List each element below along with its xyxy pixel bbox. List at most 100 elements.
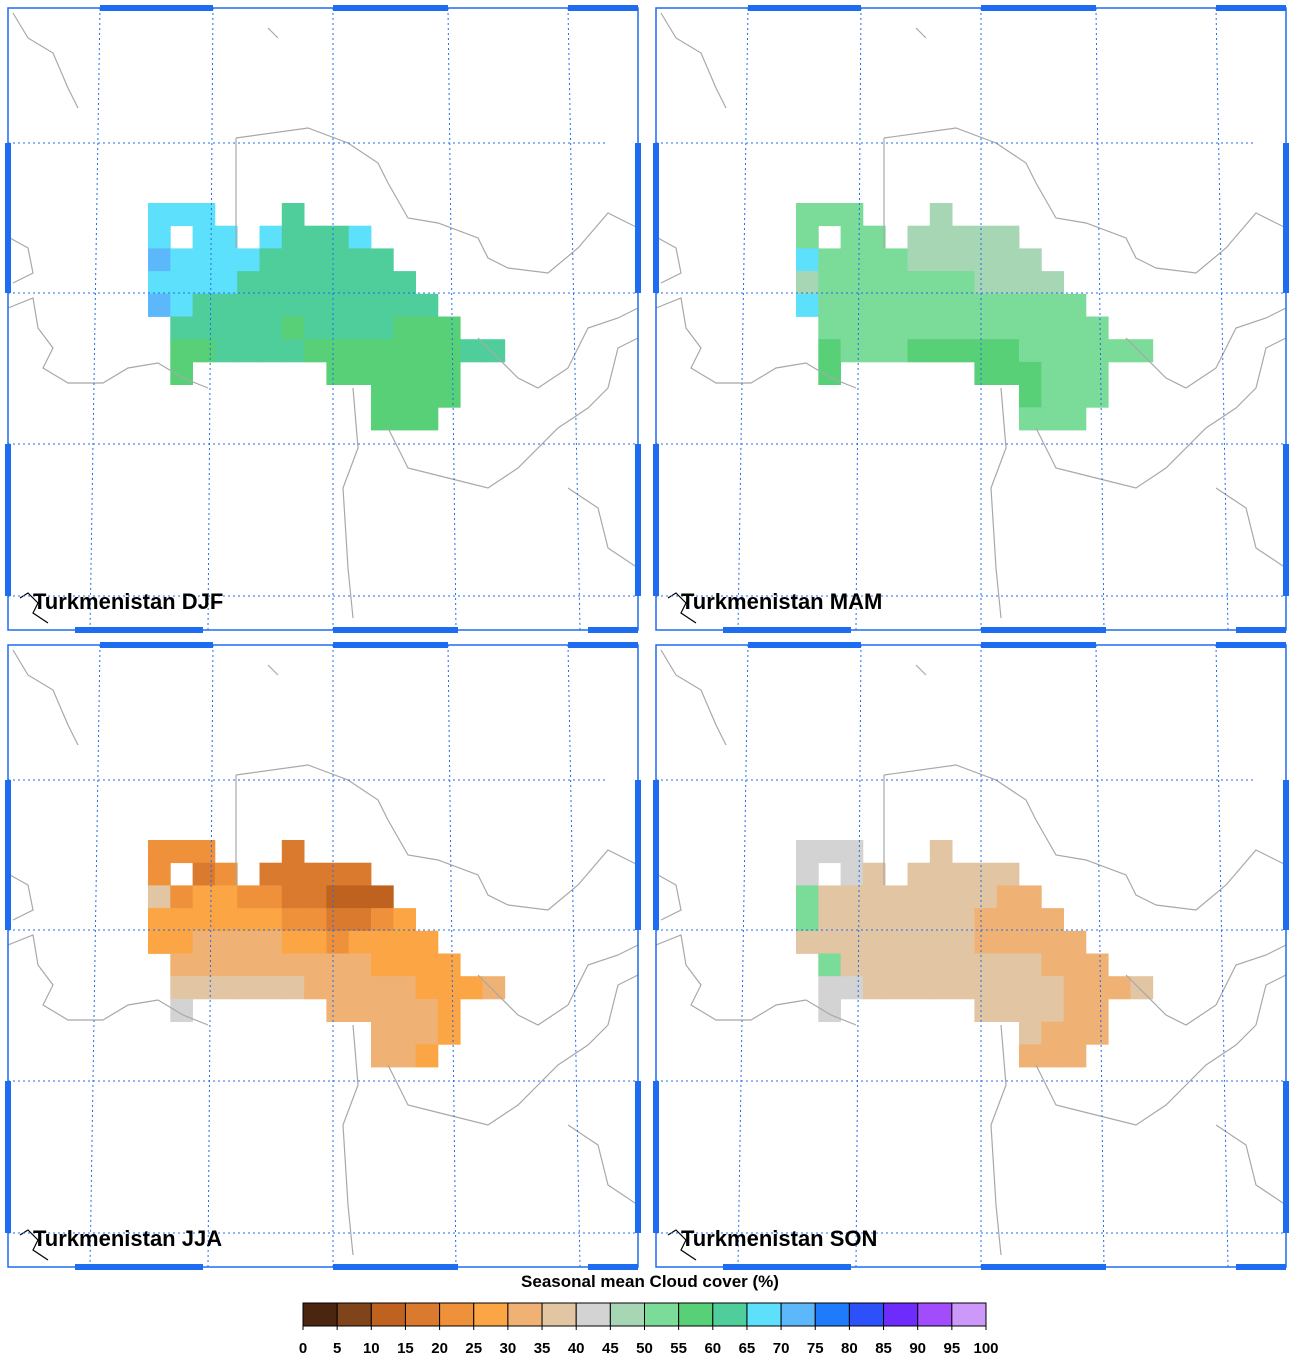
grid-cell [415, 407, 439, 431]
colorbar-tick-label: 65 [739, 1340, 756, 1357]
grid-cell [348, 293, 372, 317]
grid-cell [281, 203, 305, 227]
grid-cell [393, 1021, 416, 1045]
grid-cell [818, 339, 841, 363]
grid-cell [929, 248, 953, 272]
grid-cell [371, 407, 394, 431]
grid-cell [885, 930, 908, 954]
grid-cell [326, 976, 350, 1000]
grid-cell [996, 316, 1020, 340]
grid-cell [1130, 339, 1154, 363]
grid-cell [996, 361, 1020, 385]
grid-cell [862, 271, 886, 295]
colorbar-swatch [370, 1302, 406, 1327]
grid-cell [304, 976, 327, 1000]
grid-cell [237, 271, 260, 295]
grid-cell [371, 339, 394, 363]
panel-title: Turkmenistan SON [681, 1226, 877, 1251]
grid-cell [1041, 1044, 1064, 1068]
grid-cell [974, 293, 998, 317]
grid-cell [1041, 998, 1064, 1022]
grid-cell [996, 339, 1020, 363]
colorbar-tick-label: 90 [909, 1340, 926, 1357]
grid-cell [1085, 316, 1109, 340]
grid-cell [348, 361, 372, 385]
grid-cell [348, 225, 372, 249]
grid-cell [170, 976, 193, 1000]
grid-cell [148, 885, 171, 909]
grid-cell [862, 862, 886, 886]
grid-cell [304, 862, 327, 886]
colorbar-tick-label: 45 [602, 1340, 619, 1357]
grid-cell [1019, 407, 1042, 431]
grid-cell [437, 339, 461, 363]
grid-cell [460, 339, 483, 363]
grid-cell [840, 271, 864, 295]
grid-cell [840, 862, 864, 886]
grid-cell [862, 885, 886, 909]
grid-cell [974, 862, 998, 886]
grid-cell [259, 862, 283, 886]
grid-cell [259, 885, 283, 909]
grid-cell [974, 225, 998, 249]
grid-cell [974, 339, 998, 363]
grid-cell [415, 293, 439, 317]
colorbar-tick-label: 15 [397, 1340, 414, 1357]
grid-cell [952, 339, 975, 363]
grid-cell [304, 908, 327, 932]
grid-cell [192, 885, 216, 909]
grid-cell [148, 908, 171, 932]
grid-cell [348, 316, 372, 340]
colorbar-tick-label: 75 [807, 1340, 824, 1357]
grid-cell [371, 293, 394, 317]
colorbar-tick-label: 0 [299, 1340, 307, 1357]
colorbar-swatch [848, 1302, 885, 1327]
panel-title: Turkmenistan MAM [681, 589, 882, 614]
grid-cell [371, 361, 394, 385]
grid-cell [371, 248, 394, 272]
grid-cell [929, 316, 953, 340]
grid-cell [952, 248, 975, 272]
grid-cell [304, 316, 327, 340]
grid-cell [281, 271, 305, 295]
grid-cell [371, 885, 394, 909]
grid-cell [393, 384, 416, 408]
grid-cell [1063, 998, 1087, 1022]
grid-cell [818, 930, 841, 954]
grid-cell [214, 953, 238, 977]
grid-cell [885, 293, 908, 317]
grid-cell [929, 953, 953, 977]
grid-cell [1019, 271, 1042, 295]
grid-cell [214, 271, 238, 295]
grid-cell [348, 953, 372, 977]
colorbar-swatch [712, 1302, 748, 1327]
grid-cell [818, 361, 841, 385]
colorbar-tick-label: 80 [841, 1340, 858, 1357]
grid-cell [1063, 407, 1087, 431]
grid-cell [818, 203, 841, 227]
grid-cell [885, 339, 908, 363]
grid-cell [371, 976, 394, 1000]
grid-cell [818, 885, 841, 909]
grid-cell [326, 998, 350, 1022]
grid-cell [415, 316, 439, 340]
grid-cell [907, 248, 931, 272]
grid-cell [929, 930, 953, 954]
grid-cell [840, 293, 864, 317]
grid-cell [170, 248, 193, 272]
colorbar-swatch [507, 1302, 543, 1327]
colorbar-swatch [780, 1302, 816, 1327]
colorbar-tick-label: 60 [704, 1340, 721, 1357]
grid-cell [929, 225, 953, 249]
grid-cell [170, 339, 193, 363]
grid-cell [192, 840, 216, 864]
grid-cell [840, 908, 864, 932]
grid-cell [1041, 361, 1064, 385]
grid-cell [1063, 930, 1087, 954]
grid-cell [304, 225, 327, 249]
grid-cell [1041, 976, 1064, 1000]
grid-cell [952, 885, 975, 909]
grid-cell [192, 293, 216, 317]
grid-cell [974, 885, 998, 909]
